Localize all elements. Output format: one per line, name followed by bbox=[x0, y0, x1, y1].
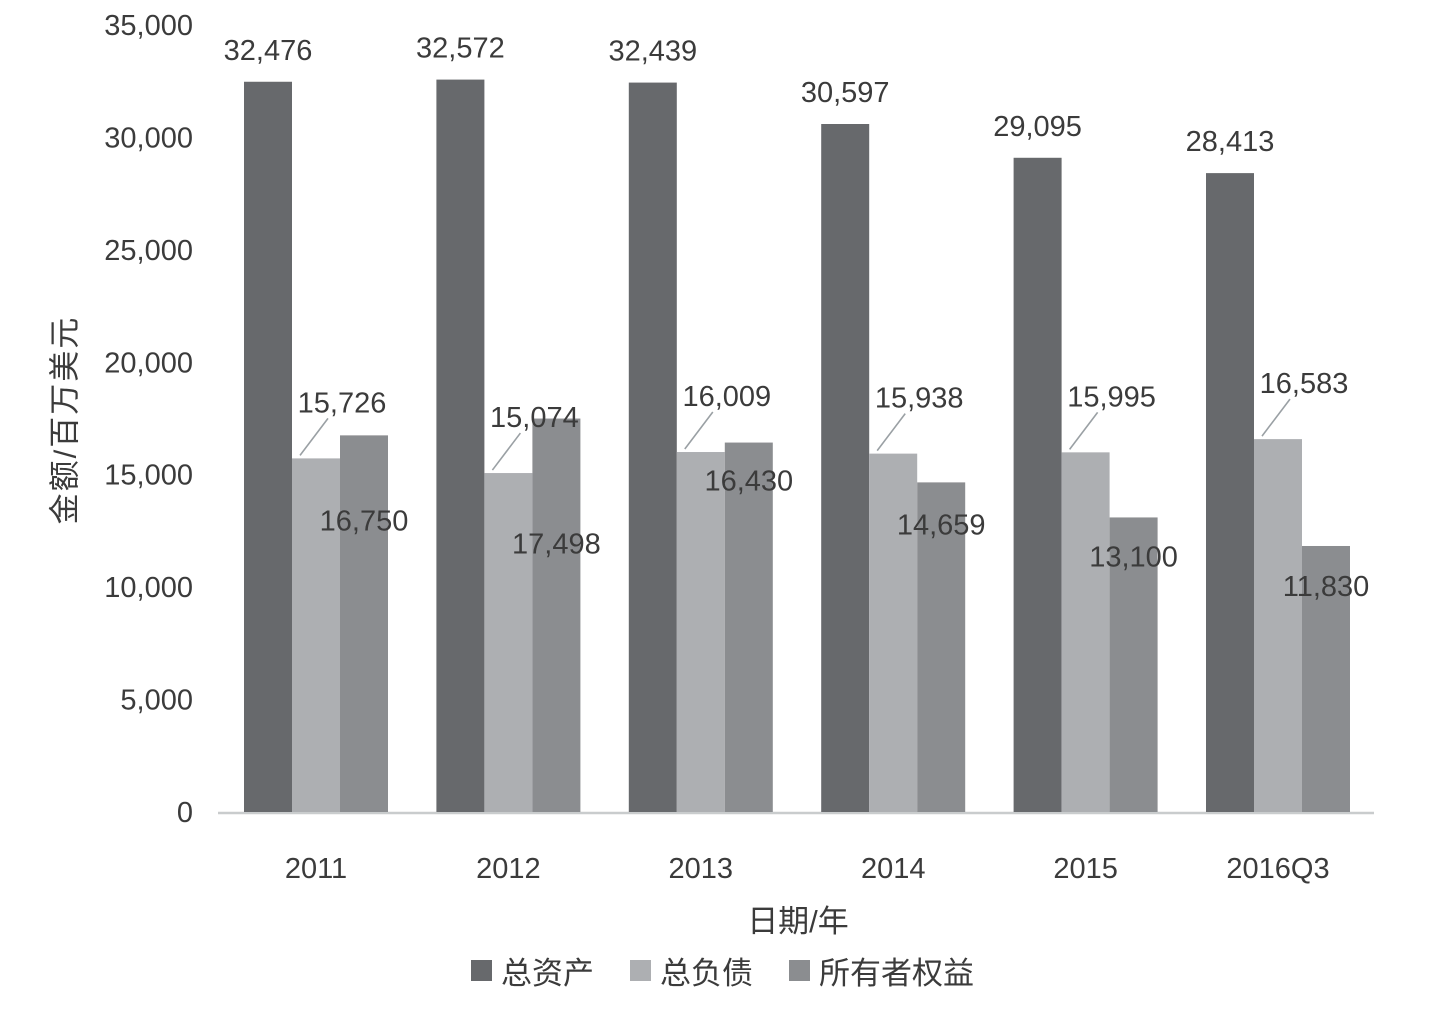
legend-swatch-total-assets-icon bbox=[471, 960, 492, 981]
y-tick-label: 15,000 bbox=[104, 460, 193, 492]
leader-line-total-liabilities-2016Q3 bbox=[1261, 398, 1291, 437]
bar-total-assets-2012 bbox=[436, 79, 485, 812]
data-label-total-liabilities-2014: 15,938 bbox=[875, 383, 964, 415]
bar-owners-equity-2011 bbox=[340, 435, 388, 812]
data-label-total-assets-2016Q3: 28,413 bbox=[1186, 126, 1275, 158]
bar-total-assets-2015 bbox=[1013, 157, 1062, 812]
data-label-total-liabilities-2016Q3: 16,583 bbox=[1260, 368, 1349, 400]
data-label-total-liabilities-2015: 15,995 bbox=[1067, 381, 1156, 413]
y-tick-label: 35,000 bbox=[104, 10, 193, 42]
leader-line-total-liabilities-2011 bbox=[299, 417, 329, 456]
legend-label-total-liabilities: 总负债 bbox=[660, 956, 753, 991]
y-tick-label: 5,000 bbox=[120, 685, 193, 717]
data-label-total-liabilities-2013: 16,009 bbox=[682, 381, 771, 413]
y-axis-title: 金额/百万美元 bbox=[47, 315, 83, 525]
leader-line-total-liabilities-2012 bbox=[491, 432, 522, 471]
data-label-owners-equity-2012: 17,498 bbox=[512, 529, 601, 561]
leader-line-total-liabilities-2014 bbox=[876, 413, 906, 452]
y-tick-label: 0 bbox=[177, 797, 193, 829]
data-label-owners-equity-2016Q3: 11,830 bbox=[1283, 571, 1370, 603]
data-label-total-assets-2015: 29,095 bbox=[993, 111, 1082, 143]
bar-owners-equity-2016Q3 bbox=[1302, 545, 1350, 812]
bar-total-liabilities-2014 bbox=[869, 453, 918, 812]
data-label-total-assets-2012: 32,572 bbox=[416, 33, 505, 65]
x-tick-label-2012: 2012 bbox=[476, 853, 541, 885]
bar-owners-equity-2014 bbox=[917, 482, 966, 812]
bar-owners-equity-2015 bbox=[1109, 517, 1158, 812]
x-tick-label-2013: 2013 bbox=[669, 853, 734, 885]
legend-item-owners-equity: 所有者权益 bbox=[789, 948, 974, 993]
x-tick-label-2014: 2014 bbox=[861, 853, 926, 885]
legend-label-total-assets: 总资产 bbox=[501, 956, 594, 991]
data-label-total-assets-2014: 30,597 bbox=[801, 77, 890, 109]
legend: 总资产 总负债 所有者权益 bbox=[0, 948, 1445, 993]
y-tick-label: 20,000 bbox=[104, 347, 193, 379]
bar-total-assets-2014 bbox=[821, 124, 870, 813]
bar-total-assets-2016Q3 bbox=[1206, 173, 1254, 812]
leader-line-total-liabilities-2013 bbox=[684, 411, 714, 450]
legend-item-total-liabilities: 总负债 bbox=[630, 948, 753, 993]
bar-total-assets-2013 bbox=[628, 82, 677, 812]
data-label-owners-equity-2014: 14,659 bbox=[897, 509, 986, 541]
data-label-owners-equity-2015: 13,100 bbox=[1089, 541, 1178, 573]
bar-owners-equity-2013 bbox=[724, 442, 773, 812]
bar-total-liabilities-2015 bbox=[1061, 452, 1110, 812]
bar-total-liabilities-2011 bbox=[292, 458, 340, 812]
y-tick-label: 30,000 bbox=[104, 122, 193, 154]
bar-total-liabilities-2012 bbox=[484, 473, 533, 812]
data-label-total-assets-2011: 32,476 bbox=[224, 35, 313, 67]
data-label-total-assets-2013: 32,439 bbox=[608, 36, 697, 68]
legend-swatch-total-liabilities-icon bbox=[630, 960, 651, 981]
leader-line-total-liabilities-2015 bbox=[1068, 411, 1099, 450]
y-tick-label: 25,000 bbox=[104, 235, 193, 267]
bar-owners-equity-2012 bbox=[532, 418, 581, 812]
legend-label-owners-equity: 所有者权益 bbox=[819, 956, 974, 991]
x-tick-label-2011: 2011 bbox=[285, 853, 347, 885]
bar-total-liabilities-2013 bbox=[676, 452, 725, 812]
data-label-owners-equity-2013: 16,430 bbox=[704, 466, 793, 498]
bar-total-liabilities-2016Q3 bbox=[1254, 439, 1302, 812]
bar-total-assets-2011 bbox=[244, 81, 292, 812]
legend-item-total-assets: 总资产 bbox=[471, 948, 594, 993]
y-tick-label: 10,000 bbox=[104, 572, 193, 604]
data-label-owners-equity-2011: 16,750 bbox=[320, 505, 409, 537]
x-axis-title: 日期/年 bbox=[747, 904, 849, 939]
data-label-total-liabilities-2011: 15,726 bbox=[298, 387, 387, 419]
x-tick-label-2015: 2015 bbox=[1053, 853, 1118, 885]
data-label-total-liabilities-2012: 15,074 bbox=[490, 402, 579, 434]
legend-swatch-owners-equity-icon bbox=[789, 960, 810, 981]
x-tick-label-2016Q3: 2016Q3 bbox=[1226, 853, 1329, 885]
